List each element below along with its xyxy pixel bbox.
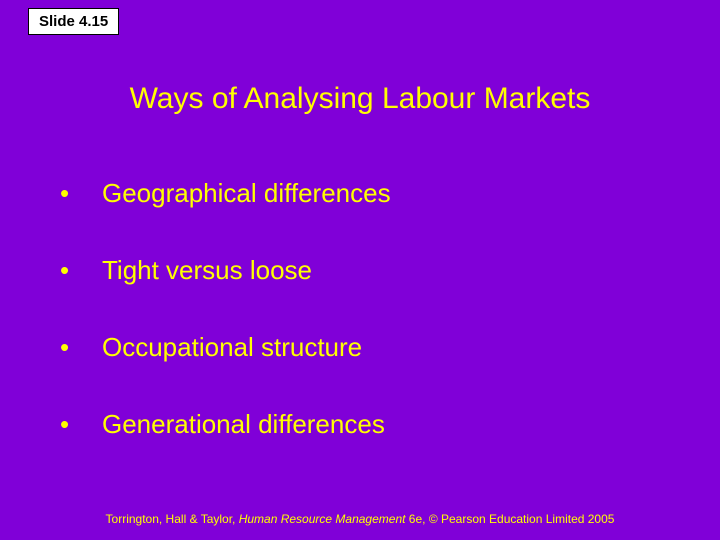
bullet-text: Tight versus loose [102,255,312,286]
slide-title: Ways of Analysing Labour Markets [0,82,720,116]
bullet-icon: • [60,178,102,209]
bullet-text: Occupational structure [102,332,362,363]
footer-authors: Torrington, Hall & Taylor, [106,512,239,526]
list-item: • Tight versus loose [60,255,640,286]
footer-citation: Torrington, Hall & Taylor, Human Resourc… [0,512,720,526]
bullet-icon: • [60,409,102,440]
slide-number-badge: Slide 4.15 [28,8,119,35]
bullet-text: Generational differences [102,409,385,440]
bullet-list: • Geographical differences • Tight versu… [60,178,640,486]
bullet-text: Geographical differences [102,178,391,209]
list-item: • Occupational structure [60,332,640,363]
bullet-icon: • [60,332,102,363]
footer-book: Human Resource Management [239,512,406,526]
list-item: • Generational differences [60,409,640,440]
slide-number-text: Slide 4.15 [39,13,108,30]
list-item: • Geographical differences [60,178,640,209]
footer-rest: 6e, © Pearson Education Limited 2005 [405,512,614,526]
bullet-icon: • [60,255,102,286]
